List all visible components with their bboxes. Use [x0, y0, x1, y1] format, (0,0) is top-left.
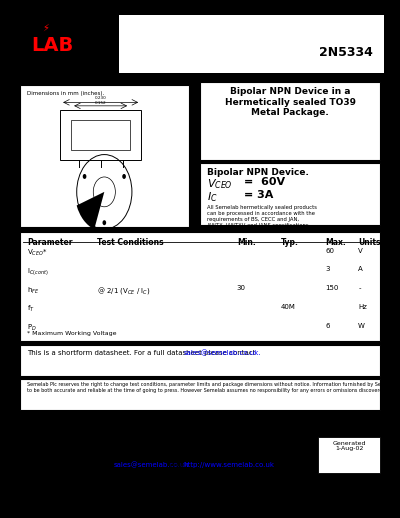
Text: ⚡: ⚡ [42, 23, 49, 33]
Text: A: A [358, 266, 363, 272]
Text: This is a shortform datasheet. For a full datasheet please contact: This is a shortform datasheet. For a ful… [27, 350, 258, 355]
Text: V: V [358, 248, 363, 254]
Bar [20, 379, 380, 410]
Text: Semelab plc.: Semelab plc. [27, 448, 88, 457]
Text: Dimensions in mm (inches).: Dimensions in mm (inches). [27, 91, 104, 96]
Text: Hz: Hz [358, 304, 367, 310]
Text: Units: Units [358, 238, 381, 247]
Text: * Maximum Working Voltage: * Maximum Working Voltage [27, 331, 116, 336]
Text: E-mail:: E-mail: [90, 462, 116, 468]
Text: Typ.: Typ. [281, 238, 299, 247]
Text: Bipolar NPN Device in a
Hermetically sealed TO39
Metal Package.: Bipolar NPN Device in a Hermetically sea… [225, 88, 356, 117]
Text: $I_C$: $I_C$ [207, 191, 218, 204]
Circle shape [102, 220, 106, 225]
Text: 2N5334: 2N5334 [319, 46, 373, 59]
Text: LAB: LAB [32, 36, 74, 55]
Text: Semelab Plc reserves the right to change test conditions, parameter limits and p: Semelab Plc reserves the right to change… [27, 382, 400, 393]
Text: Min.: Min. [237, 238, 256, 247]
Text: sales@semelab.co.uk: sales@semelab.co.uk [114, 462, 189, 468]
Text: 60: 60 [325, 248, 334, 254]
Text: f$_{T}$: f$_{T}$ [27, 304, 35, 314]
Text: sales@semelab.co.uk.: sales@semelab.co.uk. [184, 350, 261, 356]
Text: P$_{D}$: P$_{D}$ [27, 323, 37, 334]
Bar [200, 163, 380, 225]
Bar [20, 232, 380, 341]
Bar [318, 437, 380, 473]
Text: Website:: Website: [169, 462, 201, 468]
Text: 6: 6 [325, 323, 330, 329]
Text: Test Conditions: Test Conditions [97, 238, 164, 247]
Bar [16, 10, 384, 78]
Bar [60, 110, 141, 160]
Text: -: - [358, 285, 361, 291]
Text: Telephone +44(0)1455 556565. Fax +44(0)1455 552612.: Telephone +44(0)1455 556565. Fax +44(0)1… [90, 448, 290, 454]
Text: =  60V: = 60V [244, 177, 285, 187]
Text: 150: 150 [325, 285, 338, 291]
Bar [71, 120, 130, 150]
Text: http://www.semelab.co.uk: http://www.semelab.co.uk [184, 462, 274, 468]
Text: $V_{CEO}$: $V_{CEO}$ [207, 177, 233, 191]
Bar [20, 345, 380, 376]
Text: 0.230: 0.230 [95, 96, 106, 100]
Circle shape [122, 174, 126, 179]
Text: 40M: 40M [281, 304, 296, 310]
Text: Parameter: Parameter [27, 238, 72, 247]
Text: = 3A: = 3A [244, 191, 274, 200]
Circle shape [83, 174, 86, 179]
Wedge shape [77, 192, 104, 229]
Bar [20, 85, 189, 227]
Text: I$_{C(cont)}$: I$_{C(cont)}$ [27, 266, 49, 277]
Text: 30: 30 [237, 285, 246, 291]
Text: 0.152: 0.152 [95, 101, 106, 105]
Text: Max.: Max. [325, 238, 346, 247]
Text: 3: 3 [325, 266, 330, 272]
Text: Bipolar NPN Device.: Bipolar NPN Device. [207, 167, 309, 177]
Bar [200, 82, 380, 160]
Text: V$_{CEO}$*: V$_{CEO}$* [27, 248, 48, 258]
Text: W: W [358, 323, 365, 329]
Text: Generated
1-Aug-02: Generated 1-Aug-02 [332, 440, 366, 451]
Text: All Semelab hermetically sealed products
can be processed in accordance with the: All Semelab hermetically sealed products… [207, 205, 317, 228]
Text: @ 2/1 (V$_{CE}$ / I$_{C}$): @ 2/1 (V$_{CE}$ / I$_{C}$) [97, 285, 151, 296]
Bar [119, 16, 384, 73]
Text: h$_{FE}$: h$_{FE}$ [27, 285, 40, 296]
